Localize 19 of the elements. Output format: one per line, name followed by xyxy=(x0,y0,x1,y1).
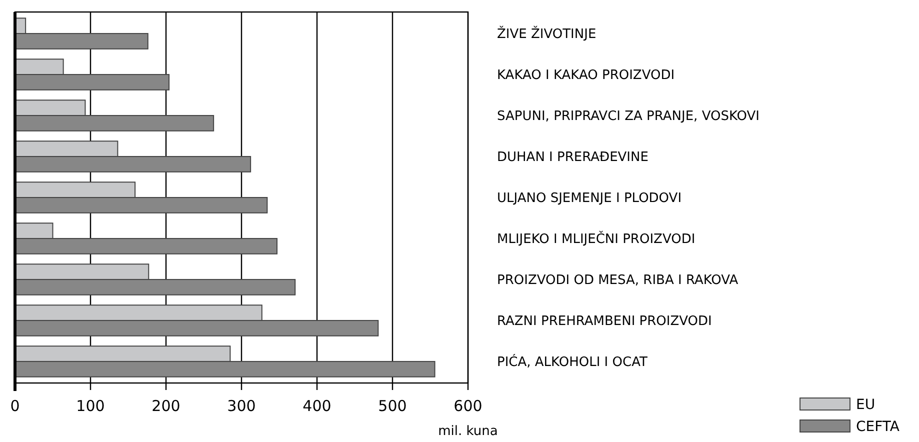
x-tick-label: 200 xyxy=(152,397,180,415)
x-axis-title: mil. kuna xyxy=(438,424,498,439)
y-tick-label: PROIZVODI OD MESA, RIBA I RAKOVA xyxy=(497,273,738,288)
y-tick-label: MLIJEKO I MLIJEČNI PROIZVODI xyxy=(497,230,696,248)
x-tick-label: 500 xyxy=(378,397,407,415)
y-tick-label: RAZNI PREHRAMBENI PROIZVODI xyxy=(497,314,712,330)
legend-label: EU xyxy=(856,396,876,413)
x-tick-label: 0 xyxy=(10,397,20,415)
y-tick-label: ULJANO SJEMENJE I PLODOVI xyxy=(497,191,682,206)
y-tick-label: SAPUNI, PRIPRAVCI ZA PRANJE, VOSKOVI xyxy=(497,109,760,124)
y-tick-label: DUHAN I PRERAĐEVINE xyxy=(497,150,648,166)
x-tick-label: 100 xyxy=(76,397,105,415)
x-tick-label: 300 xyxy=(227,397,256,415)
y-tick-label: KAKAO I KAKAO PROIZVODI xyxy=(497,68,675,84)
legend-label: CEFTA xyxy=(856,418,900,435)
y-tick-label: ŽIVE ŽIVOTINJE xyxy=(497,25,596,42)
x-tick-label: 600 xyxy=(454,397,482,415)
y-tick-label: PIĆA, ALKOHOLI I OCAT xyxy=(497,353,648,370)
x-tick-label: 400 xyxy=(302,397,332,415)
